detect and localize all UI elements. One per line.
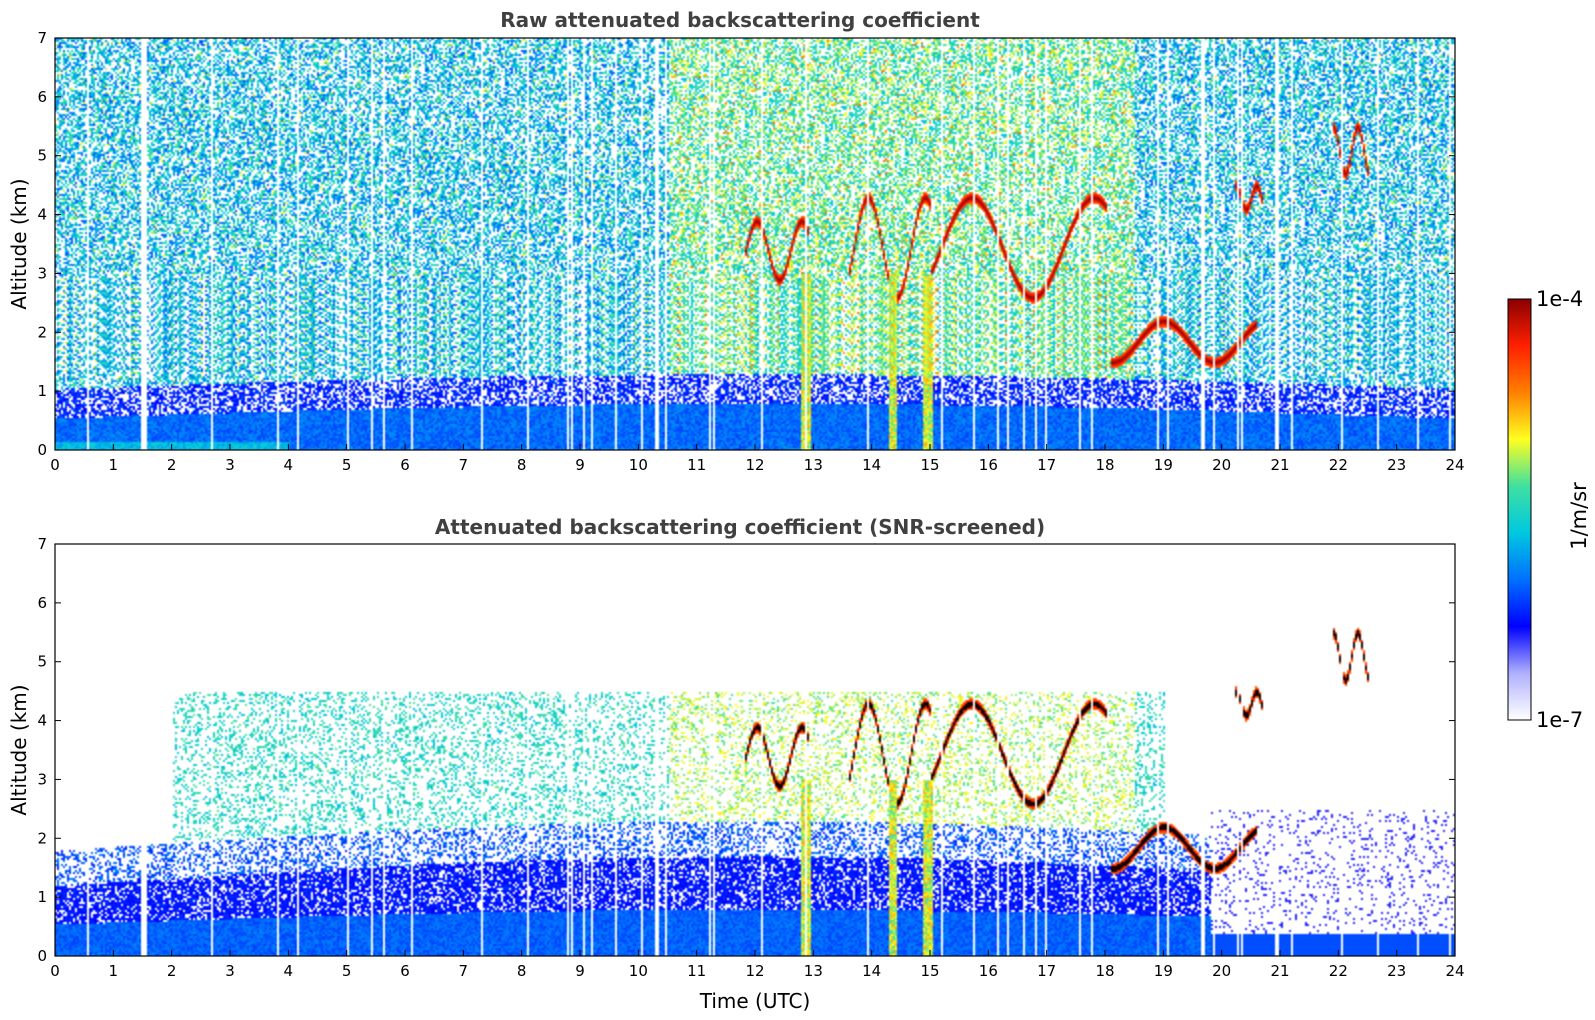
- x-tick-label: 7: [459, 456, 469, 474]
- x-tick-label: 7: [459, 962, 469, 980]
- x-tick-label: 21: [1270, 962, 1289, 980]
- x-tick-label: 10: [629, 962, 648, 980]
- x-tick-label: 0: [50, 456, 60, 474]
- x-tick-label: 19: [1154, 456, 1173, 474]
- y-tick-label: 1: [37, 888, 47, 906]
- x-tick-label: 17: [1037, 456, 1056, 474]
- y-tick-label: 3: [37, 264, 47, 282]
- x-tick-label: 5: [342, 962, 352, 980]
- y-tick-label: 6: [37, 88, 47, 106]
- x-tick-label: 14: [862, 456, 881, 474]
- x-tick-label: 18: [1095, 456, 1114, 474]
- x-tick-label: 8: [517, 962, 527, 980]
- x-tick-label: 9: [575, 962, 585, 980]
- y-tick-label: 0: [37, 947, 47, 965]
- x-tick-label: 3: [225, 456, 235, 474]
- colorbar-gradient: [1507, 298, 1532, 721]
- x-tick-label: 20: [1212, 962, 1231, 980]
- colorbar: 1e-4 1e-7 1/m/sr: [1507, 287, 1591, 732]
- x-tick-label: 5: [342, 456, 352, 474]
- x-tick-label: 22: [1329, 456, 1348, 474]
- x-tick-label: 24: [1445, 962, 1464, 980]
- x-tick-label: 6: [400, 962, 410, 980]
- x-tick-label: 11: [687, 962, 706, 980]
- x-tick-label: 21: [1270, 456, 1289, 474]
- y-tick-label: 5: [37, 147, 47, 165]
- x-tick-label: 14: [862, 962, 881, 980]
- y-tick-label: 2: [37, 323, 47, 341]
- y-tick-label: 4: [37, 712, 47, 730]
- y-tick-label: 5: [37, 653, 47, 671]
- x-tick-label: 13: [804, 456, 823, 474]
- x-tick-label: 13: [804, 962, 823, 980]
- x-tick-label: 9: [575, 456, 585, 474]
- raw-backscatter-panel: Raw attenuated backscattering coefficien…: [7, 8, 1465, 474]
- colorbar-unit-label: 1/m/sr: [1567, 482, 1591, 550]
- x-tick-label: 20: [1212, 456, 1231, 474]
- y-tick-label: 4: [37, 206, 47, 224]
- x-tick-label: 24: [1445, 456, 1464, 474]
- x-tick-label: 15: [920, 962, 939, 980]
- x-tick-label: 16: [979, 962, 998, 980]
- colorbar-max-label: 1e-4: [1536, 287, 1583, 311]
- x-tick-label: 0: [50, 962, 60, 980]
- screened-y-axis-label: Altitude (km): [7, 684, 31, 815]
- x-tick-label: 8: [517, 456, 527, 474]
- x-tick-label: 1: [109, 962, 119, 980]
- x-tick-label: 23: [1387, 456, 1406, 474]
- x-axis-label: Time (UTC): [699, 989, 811, 1013]
- raw-y-axis-label: Altitude (km): [7, 178, 31, 309]
- screened-backscatter-panel: Attenuated backscattering coefficient (S…: [7, 515, 1465, 1013]
- raw-x-axis: 0 1 2 3 4 5 6 7 8 9 10 11 12 13 14 15 16 17 18 19 20 21 22 23 24: [50, 444, 1465, 474]
- y-tick-label: 6: [37, 594, 47, 612]
- x-tick-label: 18: [1095, 962, 1114, 980]
- x-tick-label: 22: [1329, 962, 1348, 980]
- raw-backscatter-heatmap: [55, 38, 1455, 450]
- x-tick-label: 16: [979, 456, 998, 474]
- y-tick-label: 7: [37, 535, 47, 553]
- x-tick-label: 19: [1154, 962, 1173, 980]
- raw-y-axis: 0 1 2 3 4 5 6 7: [37, 29, 1455, 459]
- x-tick-label: 2: [167, 456, 177, 474]
- x-tick-label: 12: [745, 962, 764, 980]
- x-tick-label: 12: [745, 456, 764, 474]
- y-tick-label: 2: [37, 829, 47, 847]
- x-tick-label: 2: [167, 962, 177, 980]
- y-tick-label: 3: [37, 770, 47, 788]
- x-tick-label: 23: [1387, 962, 1406, 980]
- y-tick-label: 0: [37, 441, 47, 459]
- x-tick-label: 4: [284, 456, 294, 474]
- y-tick-label: 1: [37, 382, 47, 400]
- x-tick-label: 4: [284, 962, 294, 980]
- x-tick-label: 15: [920, 456, 939, 474]
- x-tick-label: 17: [1037, 962, 1056, 980]
- screened-backscatter-heatmap: [55, 544, 1455, 956]
- screened-x-axis: 0 1 2 3 4 5 6 7 8 9 10 11 12 13 14 15 16 17 18 19 20 21 22 23 24: [50, 950, 1465, 980]
- y-tick-label: 7: [37, 29, 47, 47]
- x-tick-label: 6: [400, 456, 410, 474]
- screened-panel-title: Attenuated backscattering coefficient (S…: [435, 515, 1045, 539]
- screened-y-axis: 0 1 2 3 4 5 6 7: [37, 535, 1455, 965]
- x-tick-label: 11: [687, 456, 706, 474]
- x-tick-label: 3: [225, 962, 235, 980]
- x-tick-label: 1: [109, 456, 119, 474]
- colorbar-min-label: 1e-7: [1536, 708, 1583, 732]
- raw-panel-title: Raw attenuated backscattering coefficien…: [500, 8, 980, 32]
- x-tick-label: 10: [629, 456, 648, 474]
